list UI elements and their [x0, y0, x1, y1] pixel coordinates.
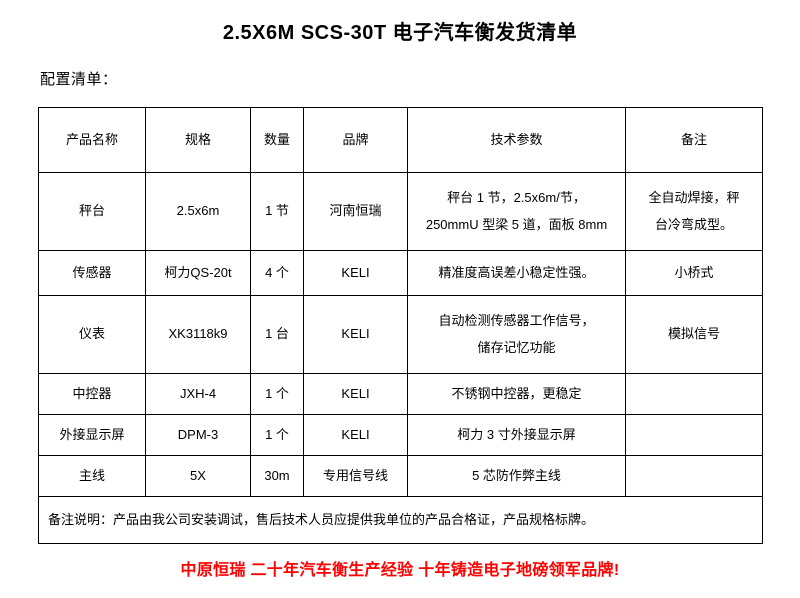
- cell-product-name: 秤台: [38, 172, 146, 251]
- column-header-tech: 技术参数: [407, 107, 626, 173]
- table-note-row: 备注说明：产品由我公司安装调试，售后技术人员应提供我单位的产品合格证，产品规格标…: [38, 496, 763, 544]
- cell-brand: KELI: [303, 414, 408, 456]
- cell-product-name: 主线: [38, 455, 146, 497]
- cell-product-name: 传感器: [38, 250, 146, 296]
- cell-brand: KELI: [303, 295, 408, 374]
- cell-spec: 2.5x6m: [145, 172, 251, 251]
- cell-quantity: 30m: [250, 455, 304, 497]
- table-row: 秤台 2.5x6m 1 节 河南恒瑞 秤台 1 节，2.5x6m/节， 250m…: [38, 172, 763, 251]
- cell-product-name: 仪表: [38, 295, 146, 374]
- table-row: 仪表 XK3118k9 1 台 KELI 自动检测传感器工作信号， 储存记忆功能…: [38, 295, 763, 374]
- specification-table: 产品名称 规格 数量 品牌 技术参数 备注 秤台 2.5x6m 1 节 河南恒瑞…: [38, 107, 763, 544]
- cell-spec: 5X: [145, 455, 251, 497]
- page-title: 2.5X6M SCS-30T 电子汽车衡发货清单: [222, 22, 578, 44]
- cell-note: [625, 414, 763, 456]
- table-row: 中控器 JXH-4 1 个 KELI 不锈钢中控器，更稳定: [38, 373, 763, 415]
- cell-note: [625, 455, 763, 497]
- note-line: 全自动焊接，秤: [648, 189, 740, 205]
- cell-quantity: 1 个: [250, 414, 304, 456]
- tech-line: 250mmU 型梁 5 道，面板 8mm: [425, 216, 608, 232]
- cell-product-name: 外接显示屏: [38, 414, 146, 456]
- note-line: 台冷弯成型。: [654, 216, 733, 232]
- column-header-spec: 规格: [145, 107, 251, 173]
- note-line: 模拟信号: [667, 326, 720, 342]
- cell-brand: 专用信号线: [303, 455, 408, 497]
- cell-spec: JXH-4: [145, 373, 251, 415]
- cell-quantity: 1 台: [250, 295, 304, 374]
- cell-tech-params: 不锈钢中控器，更稳定: [407, 373, 626, 415]
- cell-note: 模拟信号: [625, 295, 763, 374]
- tech-line: 自动检测传感器工作信号，: [438, 312, 595, 328]
- cell-quantity: 1 个: [250, 373, 304, 415]
- cell-note-statement: 备注说明：产品由我公司安装调试，售后技术人员应提供我单位的产品合格证，产品规格标…: [38, 496, 763, 544]
- table-row: 主线 5X 30m 专用信号线 5 芯防作弊主线: [38, 455, 763, 497]
- tech-line: 储存记忆功能: [477, 339, 556, 355]
- cell-tech-params: 精准度高误差小稳定性强。: [407, 250, 626, 296]
- cell-tech-params: 自动检测传感器工作信号， 储存记忆功能: [407, 295, 626, 374]
- column-header-brand: 品牌: [303, 107, 408, 173]
- cell-product-name: 中控器: [38, 373, 146, 415]
- cell-spec: 柯力QS-20t: [145, 250, 251, 296]
- cell-spec: DPM-3: [145, 414, 251, 456]
- cell-brand: KELI: [303, 250, 408, 296]
- cell-tech-params: 秤台 1 节，2.5x6m/节， 250mmU 型梁 5 道，面板 8mm: [407, 172, 626, 251]
- cell-tech-params: 柯力 3 寸外接显示屏: [407, 414, 626, 456]
- tech-line: 秤台 1 节，2.5x6m/节，: [447, 189, 586, 205]
- cell-spec: XK3118k9: [145, 295, 251, 374]
- column-header-name: 产品名称: [38, 107, 146, 173]
- cell-brand: 河南恒瑞: [303, 172, 408, 251]
- cell-note: 全自动焊接，秤 台冷弯成型。: [625, 172, 763, 251]
- configuration-list-label: 配置清单：: [40, 71, 118, 88]
- cell-tech-params: 5 芯防作弊主线: [407, 455, 626, 497]
- table-row: 传感器 柯力QS-20t 4 个 KELI 精准度高误差小稳定性强。 小桥式: [38, 250, 763, 296]
- table-row: 外接显示屏 DPM-3 1 个 KELI 柯力 3 寸外接显示屏: [38, 414, 763, 456]
- cell-brand: KELI: [303, 373, 408, 415]
- table-header-row: 产品名称 规格 数量 品牌 技术参数 备注: [38, 107, 763, 173]
- cell-quantity: 4 个: [250, 250, 304, 296]
- spec-table-container: 产品名称 规格 数量 品牌 技术参数 备注 秤台 2.5x6m 1 节 河南恒瑞…: [38, 107, 763, 544]
- cell-note: 小桥式: [625, 250, 763, 296]
- column-header-qty: 数量: [250, 107, 304, 173]
- column-header-note: 备注: [625, 107, 763, 173]
- cell-quantity: 1 节: [250, 172, 304, 251]
- marketing-banner: 中原恒瑞 二十年汽车衡生产经验 十年铸造电子地磅领军品牌!: [180, 562, 620, 579]
- cell-note: [625, 373, 763, 415]
